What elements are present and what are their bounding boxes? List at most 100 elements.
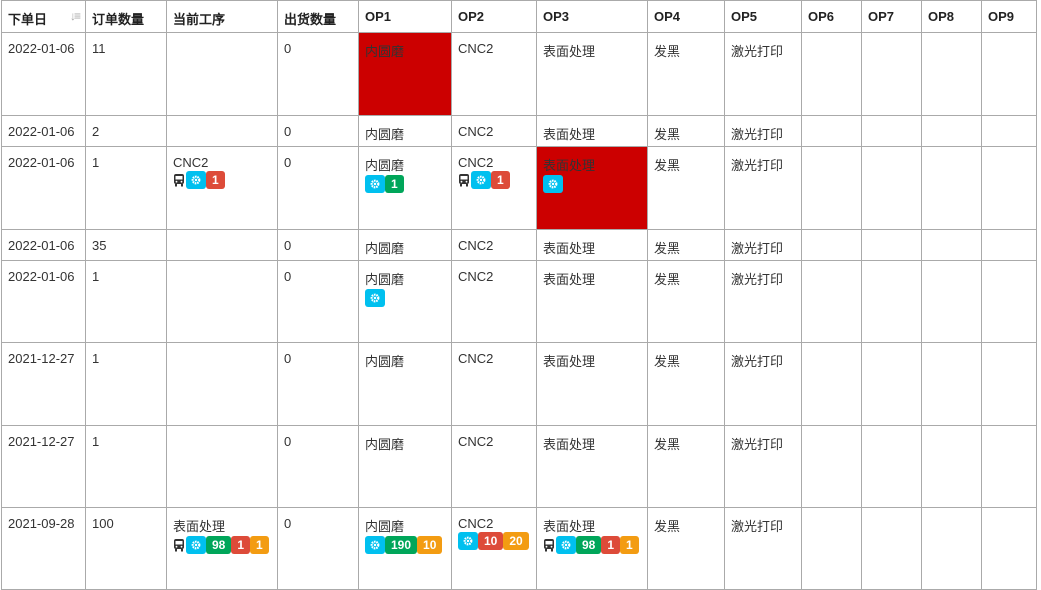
bus-icon <box>458 173 470 187</box>
cell-出货数量: 0 <box>277 115 359 147</box>
column-header-12[interactable]: OP8 <box>921 0 982 33</box>
cell-text: 2022-01-06 <box>8 155 75 170</box>
cell-OP4: 发黑 <box>647 342 725 426</box>
column-header-7[interactable]: OP3 <box>536 0 648 33</box>
cell-OP3: 表面处理 <box>536 425 648 508</box>
cell-订单数量: 1 <box>85 260 167 343</box>
column-header-10[interactable]: OP6 <box>801 0 862 33</box>
cell-OP4: 发黑 <box>647 260 725 343</box>
green-count-badge[interactable]: 190 <box>385 536 418 554</box>
cell-OP6 <box>801 115 862 147</box>
cell-下单日: 2021-12-27 <box>1 342 86 426</box>
column-header-1[interactable]: 下单日 ↓≡ <box>1 0 86 33</box>
cell-当前工序: CNC2 1 <box>166 146 278 230</box>
green-count-badge[interactable]: 1 <box>385 175 404 193</box>
column-header-label: OP1 <box>365 9 392 24</box>
cell-OP2: CNC2 <box>451 342 537 426</box>
cell-text: CNC2 <box>458 269 494 284</box>
cell-text: 2022-01-06 <box>8 269 75 284</box>
orange-count-badge[interactable]: 1 <box>250 536 269 554</box>
cell-text: 2021-12-27 <box>8 351 75 366</box>
cell-text: 35 <box>92 238 107 253</box>
red-count-badge[interactable]: 10 <box>478 532 504 550</box>
table-row: 2021-12-27 1 0 内圆磨 CNC2 表面处理 发黑 激光打印 <box>1 342 1037 426</box>
cell-text: 表面处理 <box>543 272 596 287</box>
gear-icon[interactable] <box>458 532 478 550</box>
orange-count-badge[interactable]: 20 <box>503 532 529 550</box>
column-header-label: 订单数量 <box>92 12 145 27</box>
table-row: 2021-09-28 100 表面处理 98 1 1 0 内圆磨 190 10 CNC2 10 20 表面… <box>1 507 1037 590</box>
cell-OP7 <box>861 146 922 230</box>
cell-text: 发黑 <box>654 44 681 59</box>
cell-当前工序 <box>166 342 278 426</box>
cell-OP9 <box>981 260 1037 343</box>
cell-text: 1 <box>92 269 100 284</box>
cell-OP5: 激光打印 <box>724 507 802 590</box>
red-count-badge[interactable]: 1 <box>601 536 621 554</box>
gear-icon[interactable] <box>365 175 385 193</box>
column-header-9[interactable]: OP5 <box>724 0 802 33</box>
cell-text: 1 <box>92 155 100 170</box>
column-header-6[interactable]: OP2 <box>451 0 537 33</box>
sort-icon[interactable]: ↓≡ <box>69 9 81 23</box>
cell-OP5: 激光打印 <box>724 342 802 426</box>
gear-icon[interactable] <box>556 536 576 554</box>
cell-text: 0 <box>284 41 292 56</box>
cell-text: 2 <box>92 124 100 139</box>
cell-出货数量: 0 <box>277 32 359 116</box>
cell-OP8 <box>921 507 982 590</box>
gear-icon[interactable] <box>186 536 206 554</box>
gear-icon[interactable] <box>186 171 206 189</box>
red-count-badge[interactable]: 1 <box>231 536 251 554</box>
cell-OP1: 内圆磨 <box>358 115 452 147</box>
column-header-5[interactable]: OP1 <box>358 0 452 33</box>
cell-text: 表面处理 <box>543 158 596 173</box>
green-count-badge[interactable]: 98 <box>576 536 602 554</box>
cell-OP2: CNC2 1 <box>451 146 537 230</box>
orange-count-badge[interactable]: 10 <box>417 536 443 554</box>
table-row: 2022-01-06 1 0 内圆磨 CNC2 表面处理 发黑 激光打印 <box>1 260 1037 343</box>
cell-下单日: 2022-01-06 <box>1 115 86 147</box>
cell-当前工序: 表面处理 98 1 1 <box>166 507 278 590</box>
column-header-8[interactable]: OP4 <box>647 0 725 33</box>
bus-icon <box>173 173 185 187</box>
cell-text: 1 <box>92 351 100 366</box>
cell-text: 表面处理 <box>543 519 596 534</box>
cell-text: 2021-12-27 <box>8 434 75 449</box>
cell-OP8 <box>921 115 982 147</box>
cell-OP2: CNC2 10 20 <box>451 507 537 590</box>
cell-下单日: 2021-09-28 <box>1 507 86 590</box>
orange-count-badge[interactable]: 1 <box>620 536 639 554</box>
gear-icon[interactable] <box>471 171 491 189</box>
cell-出货数量: 0 <box>277 229 359 261</box>
cell-text: 发黑 <box>654 519 681 534</box>
table-row: 2022-01-06 35 0 内圆磨 CNC2 表面处理 发黑 激光打印 <box>1 229 1037 261</box>
green-count-badge[interactable]: 98 <box>206 536 232 554</box>
gear-icon[interactable] <box>365 536 385 554</box>
column-header-11[interactable]: OP7 <box>861 0 922 33</box>
cell-OP6 <box>801 425 862 508</box>
cell-text: 2022-01-06 <box>8 41 75 56</box>
column-header-2[interactable]: 订单数量 <box>85 0 167 33</box>
red-count-badge[interactable]: 1 <box>206 171 225 189</box>
column-header-4[interactable]: 出货数量 <box>277 0 359 33</box>
cell-当前工序 <box>166 260 278 343</box>
column-header-13[interactable]: OP9 <box>981 0 1037 33</box>
cell-OP2: CNC2 <box>451 32 537 116</box>
cell-text: 发黑 <box>654 127 681 142</box>
cell-text: 内圆磨 <box>365 437 405 452</box>
cell-订单数量: 35 <box>85 229 167 261</box>
red-count-badge[interactable]: 1 <box>491 171 510 189</box>
gear-icon[interactable] <box>543 175 563 193</box>
cell-订单数量: 100 <box>85 507 167 590</box>
cell-订单数量: 2 <box>85 115 167 147</box>
cell-text: CNC2 <box>458 516 494 531</box>
cell-text: 激光打印 <box>731 354 784 369</box>
cell-OP4: 发黑 <box>647 115 725 147</box>
cell-text: 激光打印 <box>731 272 784 287</box>
column-header-3[interactable]: 当前工序 <box>166 0 278 33</box>
cell-text: 内圆磨 <box>365 354 405 369</box>
gear-icon[interactable] <box>365 289 385 307</box>
cell-text: 0 <box>284 124 292 139</box>
